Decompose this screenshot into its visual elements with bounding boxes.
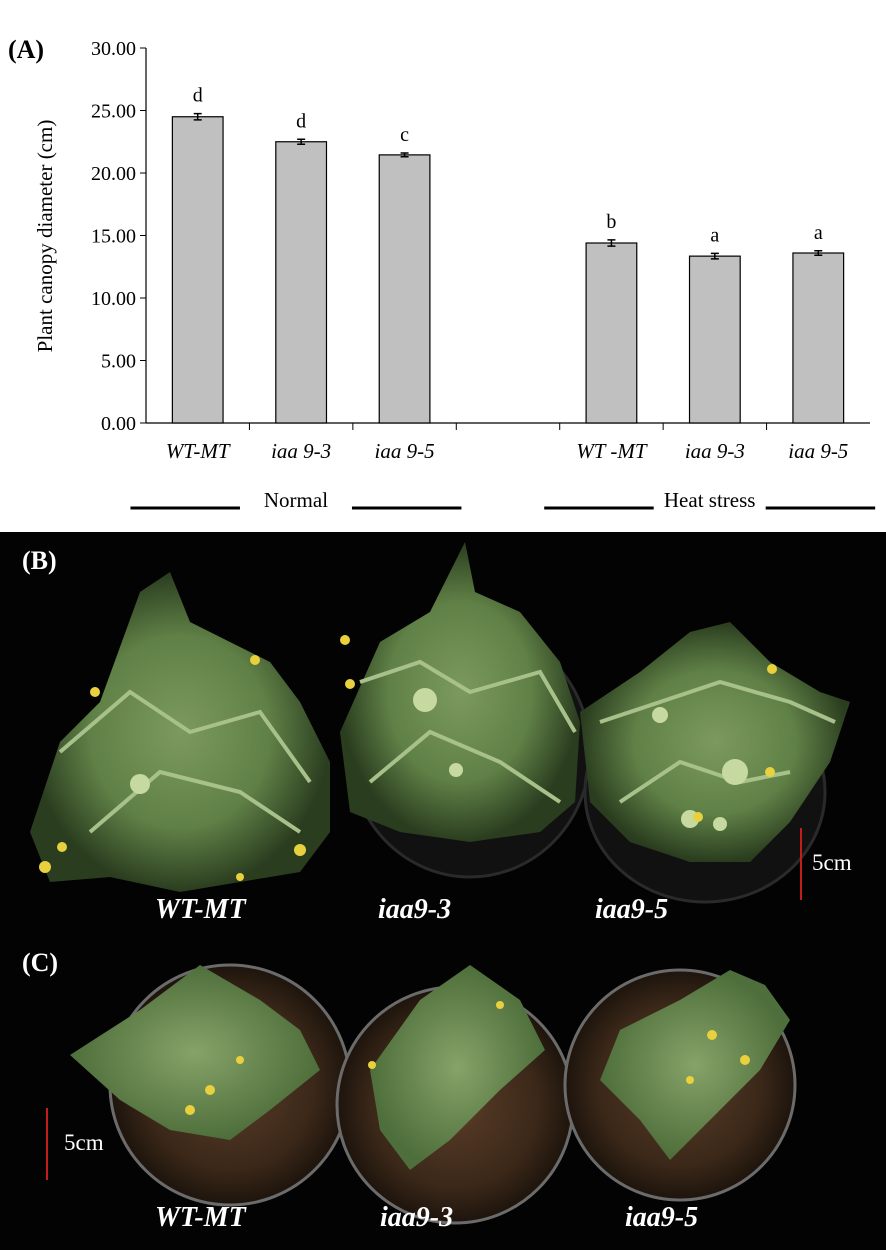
significance-letter: a <box>710 224 719 246</box>
bar-1-2 <box>792 252 845 424</box>
y-tick-label: 25.00 <box>91 101 136 123</box>
panel-b-label: (B) <box>22 546 57 575</box>
significance-letter: d <box>296 110 306 132</box>
caption-c-iaa9-3: iaa9-3 <box>380 1202 454 1233</box>
plant-wt-mt <box>30 572 330 892</box>
panel-a-label: (A) <box>8 35 44 64</box>
bar-0-2 <box>378 154 431 424</box>
y-tick-label: 0.00 <box>101 413 136 435</box>
bar-1-0 <box>585 242 638 424</box>
y-tick-label: 5.00 <box>101 351 136 373</box>
y-axis-label: Plant canopy diameter (cm) <box>33 120 57 353</box>
plant-photo-b <box>30 542 850 904</box>
bar-0-1 <box>275 141 328 424</box>
panel-c-photo: (C) 5cm WT-MT iaa9-3 iaa9-5 <box>0 940 886 1250</box>
y-tick-label: 20.00 <box>91 163 136 185</box>
plant-photo-c <box>70 963 797 1225</box>
plant-iaa9-5 <box>580 622 850 862</box>
bar-0-0 <box>171 116 224 424</box>
scale-bar-b <box>800 828 802 900</box>
panel-b-photo: (B) 5cm WT-MT iaa9-3 iaa9-5 <box>0 532 886 940</box>
x-tick-label: iaa 9-3 <box>685 439 745 463</box>
y-tick-label: 15.00 <box>91 226 136 248</box>
x-tick-label: iaa 9-3 <box>271 439 331 463</box>
group-label: Normal <box>264 488 328 512</box>
scale-label-c: 5cm <box>64 1130 104 1155</box>
x-tick-label: WT -MT <box>576 439 648 463</box>
caption-b-wt-mt: WT-MT <box>155 894 246 925</box>
caption-c-wt-mt: WT-MT <box>155 1202 246 1233</box>
y-tick-label: 10.00 <box>91 288 136 310</box>
caption-b-iaa9-3: iaa9-3 <box>378 894 452 925</box>
significance-letter: b <box>606 211 616 233</box>
significance-letter: c <box>400 124 409 146</box>
significance-letter: a <box>814 222 823 244</box>
x-tick-label: WT-MT <box>166 439 231 463</box>
x-tick-label: iaa 9-5 <box>788 439 848 463</box>
group-label: Heat stress <box>664 488 756 512</box>
plant-iaa9-3 <box>340 542 580 842</box>
x-tick-label: iaa 9-5 <box>375 439 435 463</box>
y-tick-label: 30.00 <box>91 38 136 60</box>
bar-chart: (A) Plant canopy diameter (cm) 0.00 5.00 1… <box>8 35 876 512</box>
caption-c-iaa9-5: iaa9-5 <box>625 1202 699 1233</box>
panel-c-label: (C) <box>22 948 59 977</box>
significance-letter: d <box>193 85 203 107</box>
scale-label-b: 5cm <box>812 850 852 875</box>
bar-1-1 <box>688 255 741 424</box>
caption-b-iaa9-5: iaa9-5 <box>595 894 669 925</box>
scale-bar-c <box>46 1108 48 1180</box>
panel-a: (A) Plant canopy diameter (cm) 0.00 5.00 1… <box>0 0 886 532</box>
